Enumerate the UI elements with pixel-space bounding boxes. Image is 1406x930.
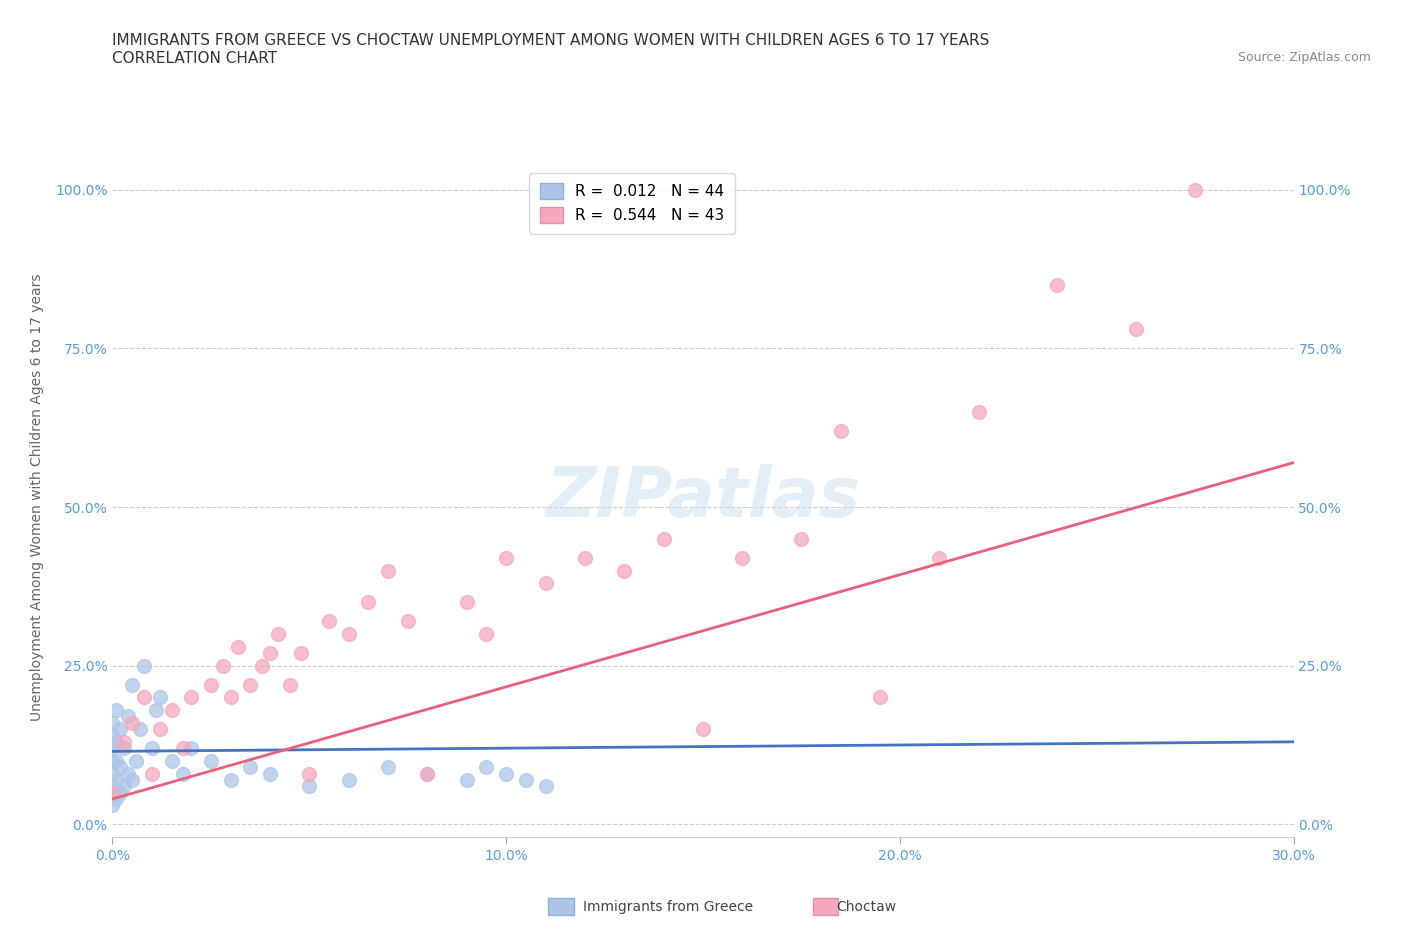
Point [149,690,172,705]
Point [145,703,167,718]
Point [160,703,183,718]
Text: Immigrants from Greece: Immigrants from Greece [583,899,754,914]
Point [160,753,183,768]
Y-axis label: Unemployment Among Women with Children Ages 6 to 17 years: Unemployment Among Women with Children A… [30,273,44,722]
Point [121,715,143,730]
Point [172,740,194,755]
Point [101,715,124,730]
Point [613,563,636,578]
Point [101,798,124,813]
Point [121,677,143,692]
Point [534,576,557,591]
Point [125,753,148,768]
Point [259,766,281,781]
Point [337,773,360,788]
Point [105,735,128,750]
Point [416,766,439,781]
Point [456,595,478,610]
Point [110,760,132,775]
Point [101,785,124,800]
Point [652,531,675,546]
Point [101,785,124,800]
Point [105,791,128,806]
Point [129,722,152,737]
Point [574,551,596,565]
Point [250,658,273,673]
Point [534,778,557,793]
Point [515,773,537,788]
Point [830,423,852,438]
Point [495,551,517,565]
Point [318,614,340,629]
Point [928,551,950,565]
Point [416,766,439,781]
Point [117,766,139,781]
Point [112,735,135,750]
Text: Choctaw: Choctaw [837,899,897,914]
Text: ZIPatlas: ZIPatlas [546,464,860,531]
Text: CORRELATION CHART: CORRELATION CHART [112,51,277,66]
Point [110,785,132,800]
Point [132,658,155,673]
Point [117,709,139,724]
Point [200,677,222,692]
Point [121,773,143,788]
Point [101,753,124,768]
Point [731,551,754,565]
Point [337,627,360,642]
Point [101,728,124,743]
Point [180,690,202,705]
Point [101,766,124,781]
Point [219,773,242,788]
Point [377,563,399,578]
Point [228,639,250,654]
Point [298,766,321,781]
Point [239,677,262,692]
Point [101,740,124,755]
Point [110,722,132,737]
Text: IMMIGRANTS FROM GREECE VS CHOCTAW UNEMPLOYMENT AMONG WOMEN WITH CHILDREN AGES 6 : IMMIGRANTS FROM GREECE VS CHOCTAW UNEMPL… [112,33,990,47]
Point [105,773,128,788]
Point [298,778,321,793]
Point [278,677,301,692]
Point [967,405,990,419]
Point [112,740,135,755]
Text: Source: ZipAtlas.com: Source: ZipAtlas.com [1237,51,1371,64]
Point [141,740,163,755]
Point [692,722,714,737]
Point [101,778,124,793]
Point [200,753,222,768]
Point [790,531,813,546]
Point [149,722,172,737]
Point [869,690,891,705]
Point [1184,182,1206,197]
Point [180,740,202,755]
Point [1046,277,1069,292]
Point [1125,322,1147,337]
Point [290,645,312,660]
Point [357,595,380,610]
Point [105,753,128,768]
Point [211,658,233,673]
Point [112,778,135,793]
Point [267,627,290,642]
Point [239,760,262,775]
Point [132,690,155,705]
Point [105,703,128,718]
Point [219,690,242,705]
Point [495,766,517,781]
Point [377,760,399,775]
Point [141,766,163,781]
Legend: R =  0.012   N = 44, R =  0.544   N = 43: R = 0.012 N = 44, R = 0.544 N = 43 [529,173,735,233]
Point [456,773,478,788]
Point [259,645,281,660]
Point [475,627,498,642]
Point [475,760,498,775]
Point [172,766,194,781]
Point [396,614,419,629]
